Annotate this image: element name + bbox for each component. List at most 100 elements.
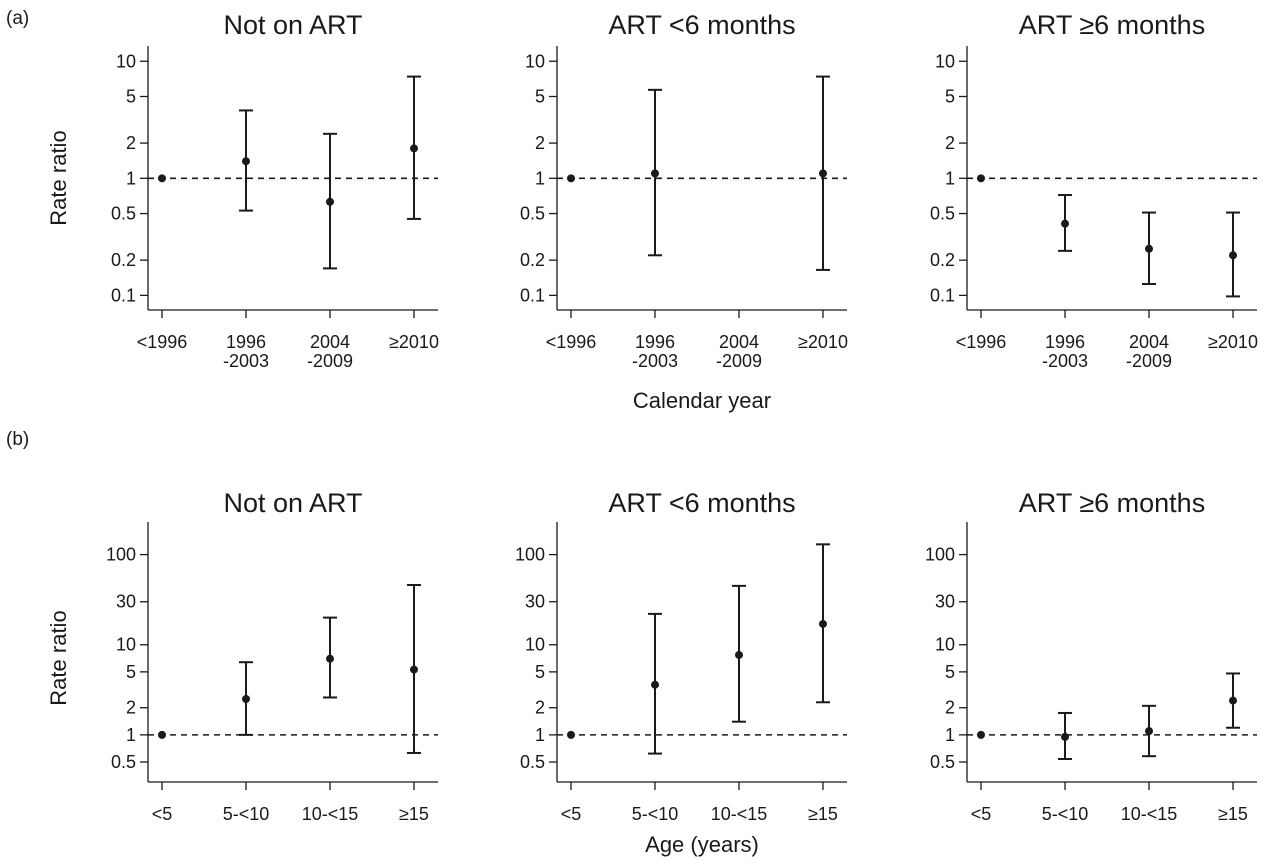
p2-y-tick-label: 1 <box>535 168 545 188</box>
p2-y-tick-label: 2 <box>535 133 545 153</box>
p1-x-tick-label-line: ≥2010 <box>389 332 439 352</box>
p4-y-tick-label: 0.5 <box>111 752 136 772</box>
p2-y-tick-label: 0.2 <box>520 250 545 270</box>
p6-point <box>977 730 985 739</box>
p1-y-tick-label: 0.2 <box>111 250 136 270</box>
p1-y-tick-label: 0.1 <box>111 285 136 305</box>
p1-point <box>158 174 166 183</box>
p5-x-axis-title: Age (years) <box>645 832 759 857</box>
p1-x-tick-label: <1996 <box>137 332 188 352</box>
p6-x-tick-label: 10-<15 <box>1121 804 1178 824</box>
p5-x-tick-label-line: <5 <box>561 804 582 824</box>
p6-y-tick-label: 10 <box>935 635 955 655</box>
p1-x-tick-label-line: 2004 <box>310 332 350 352</box>
p5-y-tick-label: 2 <box>535 698 545 718</box>
p3-title: ART ≥6 months <box>1019 10 1205 40</box>
p6-title: ART ≥6 months <box>1019 488 1205 518</box>
p1-x-tick-label: 2004 -2009 <box>307 332 353 371</box>
p5-point <box>819 619 827 628</box>
p2-y-tick-label: 5 <box>535 86 545 106</box>
p1-x-tick-label: 1996 -2003 <box>223 332 269 371</box>
p3-y-tick-label: 0.2 <box>930 250 955 270</box>
p1-y-tick-label: 2 <box>126 133 136 153</box>
p6-y-tick-label: 30 <box>935 592 955 612</box>
plot-4: Not on ART 100 30 10 5 2 1 0.5 <5 5-<10 10-<15 ≥15 R… <box>46 488 438 824</box>
p3-y-tick-label: 0.1 <box>930 285 955 305</box>
p4-y-tick-label: 10 <box>116 635 136 655</box>
p1-y-tick-label: 5 <box>126 86 136 106</box>
p5-point <box>651 680 659 689</box>
p5-x-tick-label-line: ≥15 <box>808 804 838 824</box>
p5-y-tick-label: 5 <box>535 662 545 682</box>
p3-x-tick-label-line: 1996 <box>1045 332 1085 352</box>
p5-x-tick-label-line: 5-<10 <box>632 804 679 824</box>
p5-y-tick-label: 10 <box>525 635 545 655</box>
p2-x-tick-label-line: -2009 <box>716 351 762 371</box>
p6-y-tick-label: 0.5 <box>930 752 955 772</box>
p5-x-tick-label-line: 10-<15 <box>711 804 768 824</box>
p4-x-tick-label: <5 <box>152 804 173 824</box>
p4-x-tick-label: ≥15 <box>399 804 429 824</box>
p5-x-tick-label: <5 <box>561 804 582 824</box>
p3-x-tick-label-line: ≥2010 <box>1208 332 1258 352</box>
p5-point <box>567 730 575 739</box>
p4-y-axis-title: Rate ratio <box>46 610 71 705</box>
p3-y-tick-label: 10 <box>935 51 955 71</box>
panel-label-b: (b) <box>6 429 29 450</box>
p6-point <box>1061 732 1069 741</box>
p1-x-tick-label-line: <1996 <box>137 332 188 352</box>
p5-x-tick-label: ≥15 <box>808 804 838 824</box>
p4-point <box>158 730 166 739</box>
plot-5: ART <6 months 100 30 10 5 2 1 0.5 <5 5-<10 10-<15 ≥… <box>515 488 847 857</box>
p5-x-tick-label: 10-<15 <box>711 804 768 824</box>
p3-y-tick-label: 2 <box>945 133 955 153</box>
p2-x-tick-label: 1996 -2003 <box>632 332 678 371</box>
panel-label-a: (a) <box>6 8 29 29</box>
p3-x-tick-label-line: 2004 <box>1129 332 1169 352</box>
p6-x-tick-label-line: <5 <box>971 804 992 824</box>
p4-y-tick-label: 5 <box>126 662 136 682</box>
p2-x-tick-label-line: 1996 <box>635 332 675 352</box>
p4-point <box>410 665 418 674</box>
p1-point <box>326 197 334 206</box>
p3-point <box>1229 251 1237 260</box>
p6-y-tick-label: 1 <box>945 725 955 745</box>
p6-x-tick-label-line: ≥15 <box>1218 804 1248 824</box>
p1-y-tick-label: 0.5 <box>111 204 136 224</box>
p6-point <box>1145 727 1153 736</box>
p4-y-tick-label: 100 <box>106 545 136 565</box>
p3-x-tick-label-line: -2009 <box>1126 351 1172 371</box>
p4-y-tick-label: 30 <box>116 592 136 612</box>
p2-x-tick-label: <1996 <box>546 332 597 352</box>
p3-y-tick-label: 1 <box>945 168 955 188</box>
p2-y-tick-label: 0.5 <box>520 204 545 224</box>
p5-y-tick-label: 100 <box>515 545 545 565</box>
p6-x-tick-label: <5 <box>971 804 992 824</box>
p3-x-tick-label-line: -2003 <box>1042 351 1088 371</box>
p1-y-tick-label: 1 <box>126 168 136 188</box>
p6-y-tick-label: 100 <box>925 545 955 565</box>
p6-x-tick-label-line: 5-<10 <box>1042 804 1089 824</box>
p6-x-tick-label-line: 10-<15 <box>1121 804 1178 824</box>
p1-title: Not on ART <box>223 10 362 40</box>
p1-y-tick-label: 10 <box>116 51 136 71</box>
p6-y-tick-label: 2 <box>945 698 955 718</box>
p2-x-tick-label: ≥2010 <box>798 332 848 352</box>
p1-point <box>410 144 418 153</box>
p2-x-tick-label-line: <1996 <box>546 332 597 352</box>
p2-point <box>567 174 575 183</box>
p5-title: ART <6 months <box>608 488 795 518</box>
p4-x-tick-label-line: 5-<10 <box>223 804 270 824</box>
p3-x-tick-label: 2004 -2009 <box>1126 332 1172 371</box>
p4-x-tick-label-line: <5 <box>152 804 173 824</box>
p4-x-tick-label-line: 10-<15 <box>302 804 359 824</box>
p6-x-tick-label: 5-<10 <box>1042 804 1089 824</box>
p2-point <box>819 169 827 178</box>
p4-y-tick-label: 2 <box>126 698 136 718</box>
plot-6: ART ≥6 months 100 30 10 5 2 1 0.5 <5 5-<10 10-<15 ≥… <box>925 488 1257 824</box>
p1-point <box>242 157 250 166</box>
